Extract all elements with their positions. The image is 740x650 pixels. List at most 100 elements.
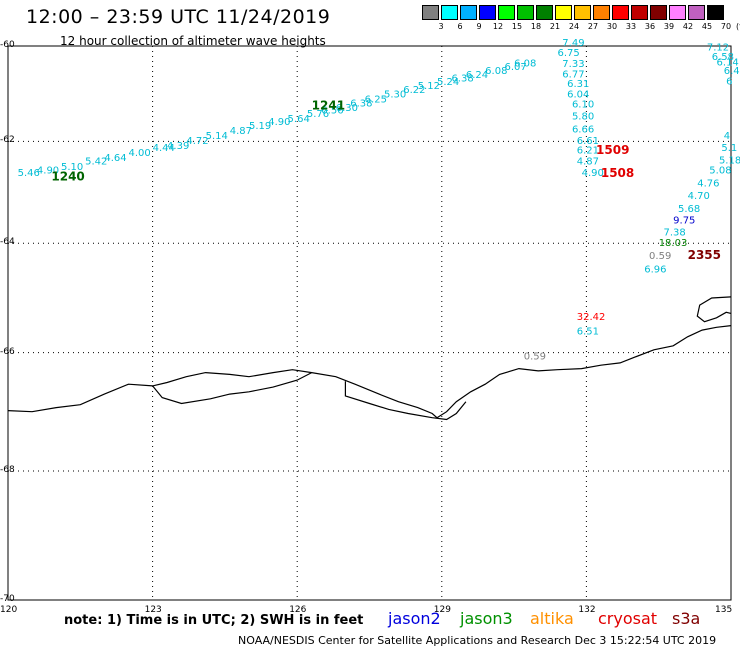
wave-height-value: 6.58 xyxy=(712,52,734,63)
wave-height-value: 6.14 xyxy=(717,58,739,69)
pass-time-label: 1241 xyxy=(312,99,345,113)
wave-height-value: 4.90 xyxy=(37,166,59,177)
wave-height-value: 4.72 xyxy=(186,136,208,147)
scale-swatch xyxy=(422,5,439,20)
scale-label: 12 xyxy=(492,22,504,31)
wave-height-value: 6.75 xyxy=(557,48,579,59)
wave-height-value: 4.39 xyxy=(167,141,189,152)
scale-swatch xyxy=(479,5,496,20)
latitude-tick-label: -70 xyxy=(0,594,15,604)
scale-label: 3 xyxy=(438,22,444,31)
pass-time-label: 1508 xyxy=(601,166,634,180)
scale-label: 27 xyxy=(587,22,599,31)
latitude-tick-label: -62 xyxy=(0,135,15,146)
wave-height-value: 4.00 xyxy=(129,148,151,159)
wave-height-value: 6.4 xyxy=(724,66,740,77)
wave-height-value: 4.87 xyxy=(577,157,599,168)
wave-height-value: 18.03 xyxy=(659,238,688,249)
wave-height-value: 0.59 xyxy=(524,351,546,362)
wave-height-value: 7.38 xyxy=(664,227,686,238)
wave-height-value: 6.31 xyxy=(567,79,589,90)
scale-label: 45 xyxy=(701,22,713,31)
scale-swatch xyxy=(498,5,515,20)
satellite-legend-jason2: jason2 xyxy=(388,609,441,628)
scale-label: 9 xyxy=(476,22,482,31)
wave-height-value: 4.44 xyxy=(153,143,175,154)
wave-height-value: 4.76 xyxy=(697,178,719,189)
scale-swatch xyxy=(669,5,686,20)
satellite-legend-jason3: jason3 xyxy=(460,609,513,628)
longitude-tick-label: 135 xyxy=(715,605,733,615)
wave-height-value: 5.19 xyxy=(249,121,271,132)
scale-swatch xyxy=(460,5,477,20)
longitude-tick-label: 129 xyxy=(433,605,451,615)
wave-height-value: 9.75 xyxy=(673,215,695,226)
wave-height-value: 7.33 xyxy=(562,59,584,70)
wave-height-value: 6 xyxy=(726,76,732,87)
latitude-tick-label: -64 xyxy=(0,237,15,248)
longitude-tick-label: 126 xyxy=(289,605,307,615)
wave-height-value: 6.04 xyxy=(567,90,589,101)
wave-height-value: 5.68 xyxy=(678,204,700,215)
scale-swatch xyxy=(631,5,648,20)
wave-height-value: 6.51 xyxy=(577,327,599,338)
wave-height-value: 6.21 xyxy=(577,146,599,157)
scale-swatch xyxy=(593,5,610,20)
wave-height-value: 4 xyxy=(724,131,730,142)
wave-height-value: 5.1 xyxy=(721,143,737,154)
scale-label: 70 xyxy=(720,22,732,31)
scale-swatch xyxy=(441,5,458,20)
satellite-legend-altika: altika xyxy=(530,609,574,628)
wave-height-value: 5.80 xyxy=(572,111,594,122)
coastline-east xyxy=(696,296,732,323)
latitude-tick-label: -66 xyxy=(0,346,15,357)
latitude-tick-label: -68 xyxy=(0,464,15,475)
longitude-tick-label: 123 xyxy=(144,605,162,615)
wave-height-value: 6.24 xyxy=(466,70,488,81)
coastline-ice-shelf xyxy=(152,372,312,405)
wave-height-value: 6.77 xyxy=(562,69,584,80)
wave-height-value: 5.10 xyxy=(61,162,83,173)
scale-swatch xyxy=(612,5,629,20)
wave-height-value: 6.30 xyxy=(336,103,358,114)
pass-time-label: 2355 xyxy=(688,248,721,262)
scale-label: 39 xyxy=(663,22,675,31)
scale-label: 21 xyxy=(549,22,561,31)
wave-height-value: 6.07 xyxy=(504,62,526,73)
footer-note: note: 1) Time is in UTC; 2) SWH is in fe… xyxy=(64,613,364,628)
antarctic-coastline xyxy=(7,325,732,419)
wave-height-value: 6.38 xyxy=(350,98,372,109)
wave-height-value: 6.08 xyxy=(514,58,536,69)
scale-label: 24 xyxy=(568,22,580,31)
scale-label: 33 xyxy=(625,22,637,31)
longitude-tick-label: 132 xyxy=(578,605,596,615)
wave-height-value: 6.22 xyxy=(403,85,425,96)
wave-height-value: 7.12 xyxy=(707,43,729,54)
map-frame xyxy=(7,45,732,601)
wave-height-value: 5.64 xyxy=(288,114,310,125)
scale-swatch xyxy=(574,5,591,20)
scale-swatch xyxy=(536,5,553,20)
scale-swatch xyxy=(650,5,667,20)
wave-height-value: 6.96 xyxy=(644,264,666,275)
wave-height-value: 5.12 xyxy=(418,81,440,92)
scale-unit: (ft) xyxy=(736,22,740,31)
scale-label: 30 xyxy=(606,22,618,31)
map-title: 12:00 – 23:59 UTC 11/24/2019 xyxy=(26,6,331,28)
wave-height-value: 4.90 xyxy=(582,168,604,179)
wave-height-value: 4.87 xyxy=(230,126,252,137)
wave-height-value: 6.66 xyxy=(572,125,594,136)
scale-swatch xyxy=(555,5,572,20)
scale-swatch xyxy=(688,5,705,20)
wave-height-value: 5.24 xyxy=(437,77,459,88)
scale-label: 36 xyxy=(644,22,656,31)
map-subtitle: 12 hour collection of altimeter wave hei… xyxy=(60,34,326,48)
pass-time-label: 1240 xyxy=(51,169,84,183)
wave-height-value: 4.90 xyxy=(268,117,290,128)
wave-height-value: 0.59 xyxy=(649,251,671,262)
credit-line: NOAA/NESDIS Center for Satellite Applica… xyxy=(238,634,717,647)
wave-height-value: 5.30 xyxy=(384,90,406,101)
wave-height-value: 5.42 xyxy=(85,157,107,168)
wave-height-value: 6.08 xyxy=(485,66,507,77)
